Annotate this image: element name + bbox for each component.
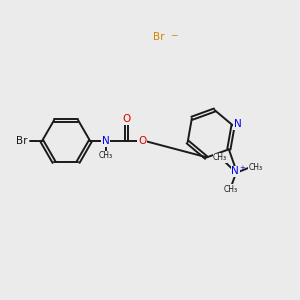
Text: N: N bbox=[232, 167, 239, 176]
Text: Br: Br bbox=[153, 32, 165, 42]
Text: O: O bbox=[123, 114, 131, 124]
Text: N: N bbox=[234, 119, 242, 129]
Text: CH₃: CH₃ bbox=[213, 153, 227, 162]
Text: CH₃: CH₃ bbox=[98, 151, 112, 160]
Text: +: + bbox=[239, 165, 245, 171]
Text: O: O bbox=[138, 136, 146, 146]
Text: N: N bbox=[102, 136, 110, 146]
Text: Br: Br bbox=[16, 136, 28, 146]
Text: −: − bbox=[170, 30, 178, 39]
Text: CH₃: CH₃ bbox=[224, 184, 238, 194]
Text: CH₃: CH₃ bbox=[248, 163, 262, 172]
